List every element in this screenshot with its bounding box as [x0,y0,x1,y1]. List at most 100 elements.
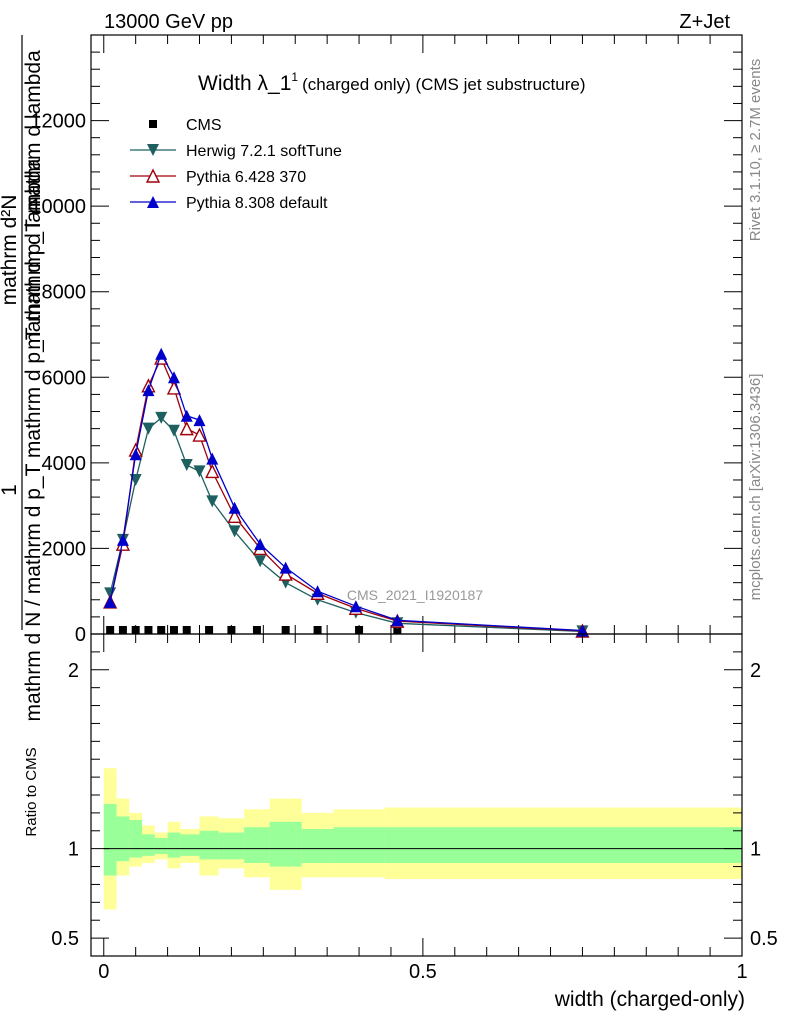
series-line [109,356,583,632]
legend-label: Pythia 8.308 default [186,195,328,212]
data-point [281,626,290,634]
data-point [118,626,127,634]
data-point [206,452,219,465]
ratio-y-tick-label-right: 2 [750,660,761,682]
data-point [169,626,178,634]
data-point [129,448,142,461]
legend: CMS Herwig 7.2.1 softTune Pythia 6.428 370… [130,117,342,212]
data-point [106,626,115,634]
legend-label: Pythia 6.428 370 [186,169,306,186]
data-point [228,501,241,514]
data-point [311,585,324,598]
legend-marker [147,196,159,208]
main-y-tick-label: 12000 [30,111,86,133]
data-point [155,347,168,360]
ratio-bands [103,768,742,910]
data-point [180,458,193,471]
data-point [182,626,191,634]
legend-item: Herwig 7.2.1 softTune [130,143,342,160]
legend-marker [147,144,159,156]
rivet-label: Rivet 3.1.10, ≥ 2.7M events [747,59,764,242]
inner-band-bin [142,834,155,856]
data-point [144,626,153,634]
data-point [313,626,322,634]
data-point [192,427,207,442]
main-y-tick-label: 4000 [42,453,87,475]
data-point [180,409,193,422]
data-point [227,626,236,634]
main-y-tick-label: 8000 [42,282,87,304]
data-point [278,566,293,581]
data-point [393,626,402,634]
plot-title: Width λ_11 (charged only) (CMS jet substr… [198,70,586,95]
legend-label: CMS [186,117,222,134]
main-y-axis: 0 2000 4000 6000 8000 10000 12000 [30,51,742,646]
inner-band-bin [384,827,742,863]
main-y-tick-label: 10000 [30,196,86,218]
ratio-y-tick-label-right: 0.5 [750,928,778,950]
ratio-y-tick-label: 1 [68,839,79,861]
energy-label: 13000 GeV pp [104,11,233,33]
data-point [206,495,219,508]
data-point [104,595,117,608]
data-point [355,626,364,634]
ratio-x-tick-label: 0.5 [409,961,437,983]
data-point [193,414,206,427]
ratio-y-tick-label: 2 [68,660,79,682]
series-layer [103,347,590,638]
series-line [109,417,583,633]
legend-marker [149,120,157,128]
inner-band-bin [301,828,334,863]
series-0 [106,626,402,634]
ratio-y-axis: 0.5 0.5 1 1 2 2 [51,651,778,950]
data-point [205,463,220,479]
legend-item: Pythia 8.308 default [130,195,328,212]
data-point [349,600,362,613]
inner-band-bin [199,830,219,860]
inner-band-bin [129,820,143,858]
y-label-top-2: mathrm d p_T mathrm d lambda [22,50,45,350]
series-1 [104,411,589,638]
y-label-numerator: 1 [0,484,21,496]
data-point [142,384,155,397]
watermark-label: CMS_2021_I1920187 [347,587,483,603]
mcplots-label: mcplots.cern.ch [arXiv:1306.3436] [747,374,764,601]
plot-title-sup: 1 [291,70,298,84]
data-point [179,421,194,436]
x-axis-label: width (charged-only) [554,988,745,1011]
process-label: Z+Jet [679,11,730,33]
inner-band-bin [103,803,117,876]
main-y-tick-label: 0 [75,624,86,646]
ratio-frame [90,633,743,957]
data-point [254,555,267,568]
data-point [228,525,241,538]
ratio-plot-panel: 0.5 0.51 12 2 0 0.5 1 Ratio to CMS width (cha… [23,633,778,1011]
data-point [131,626,140,634]
legend-item: Pythia 6.428 370 [130,168,306,186]
ratio-x-tick-label: 1 [736,961,747,983]
y-label-denominator: mathrm d N / mathrm d p_T mathrm d p_T m… [22,158,45,721]
ratio-y-tick-label: 0.5 [51,928,79,950]
inner-band-bin [218,832,245,860]
series-line [109,352,583,632]
inner-band-bin [116,816,130,862]
data-point [155,411,168,424]
ratio-y-tick-label-right: 1 [750,839,761,861]
data-point [254,538,267,551]
ratio-x-axis: 0 0.5 1 [98,634,748,983]
data-point [227,508,242,524]
main-y-label: mathrm d²N mathrm d p_T mathrm d lambda … [0,35,45,721]
inner-band-bin [269,821,302,867]
plot-title-rest: (charged only) (CMS jet substructure) [302,75,585,94]
data-point [116,533,129,546]
data-point [157,626,166,634]
ratio-x-tick-label: 0 [98,961,109,983]
data-point [205,626,214,634]
plot-title-main: Width λ_1 [198,72,291,95]
inner-band-bin [333,827,385,863]
main-plot-panel: 0 2000 4000 6000 8000 10000 12000 CMS_2021_I19… [0,34,743,721]
legend-item: CMS [149,117,222,134]
data-point [391,614,404,627]
